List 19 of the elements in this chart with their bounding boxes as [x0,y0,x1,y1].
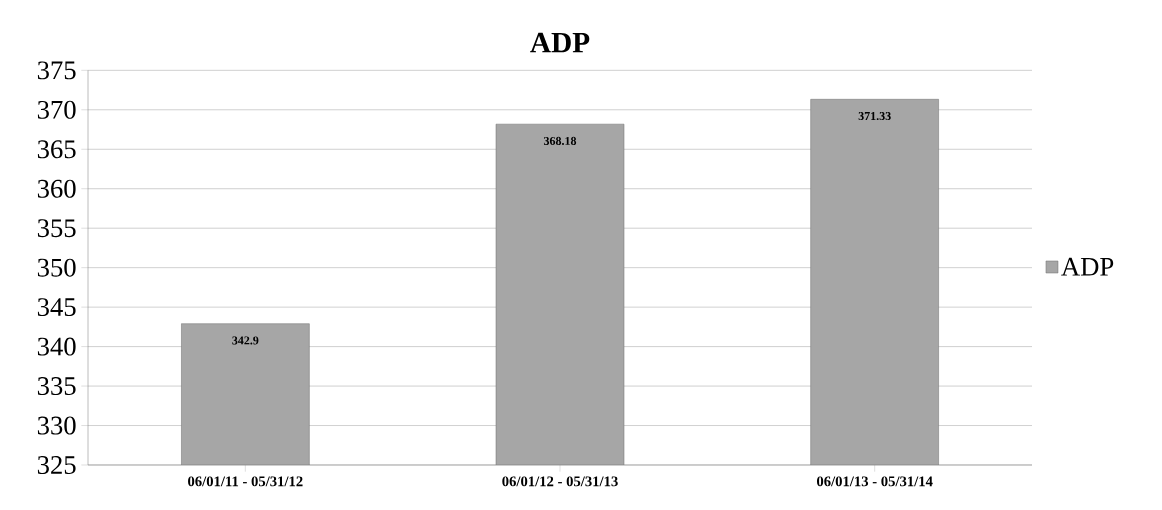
y-tick-label: 355 [37,219,76,238]
y-tick-label: 375 [37,61,76,80]
data-label: 371.33 [858,112,891,121]
x-tick-label: 06/01/12 - 05/31/13 [502,476,618,487]
y-tick-label: 345 [37,298,76,317]
y-tick-label: 340 [37,337,76,356]
data-label: 368.18 [543,136,577,146]
x-tick-label: 06/01/11 - 05/31/12 [188,476,303,487]
y-tick-label: 350 [37,258,76,277]
y-tick-label: 365 [37,140,76,159]
y-tick-label: 370 [37,100,76,119]
y-tick-label: 360 [37,179,76,198]
y-tick-label: 330 [37,416,76,435]
x-tick-label: 06/01/13 - 05/31/14 [816,476,933,487]
data-label: 342.9 [232,336,259,345]
legend-label: ADP [1061,257,1114,276]
y-tick-label: 325 [37,456,76,474]
y-tick-label: 335 [37,377,76,396]
chart-title: ADP [530,32,590,53]
